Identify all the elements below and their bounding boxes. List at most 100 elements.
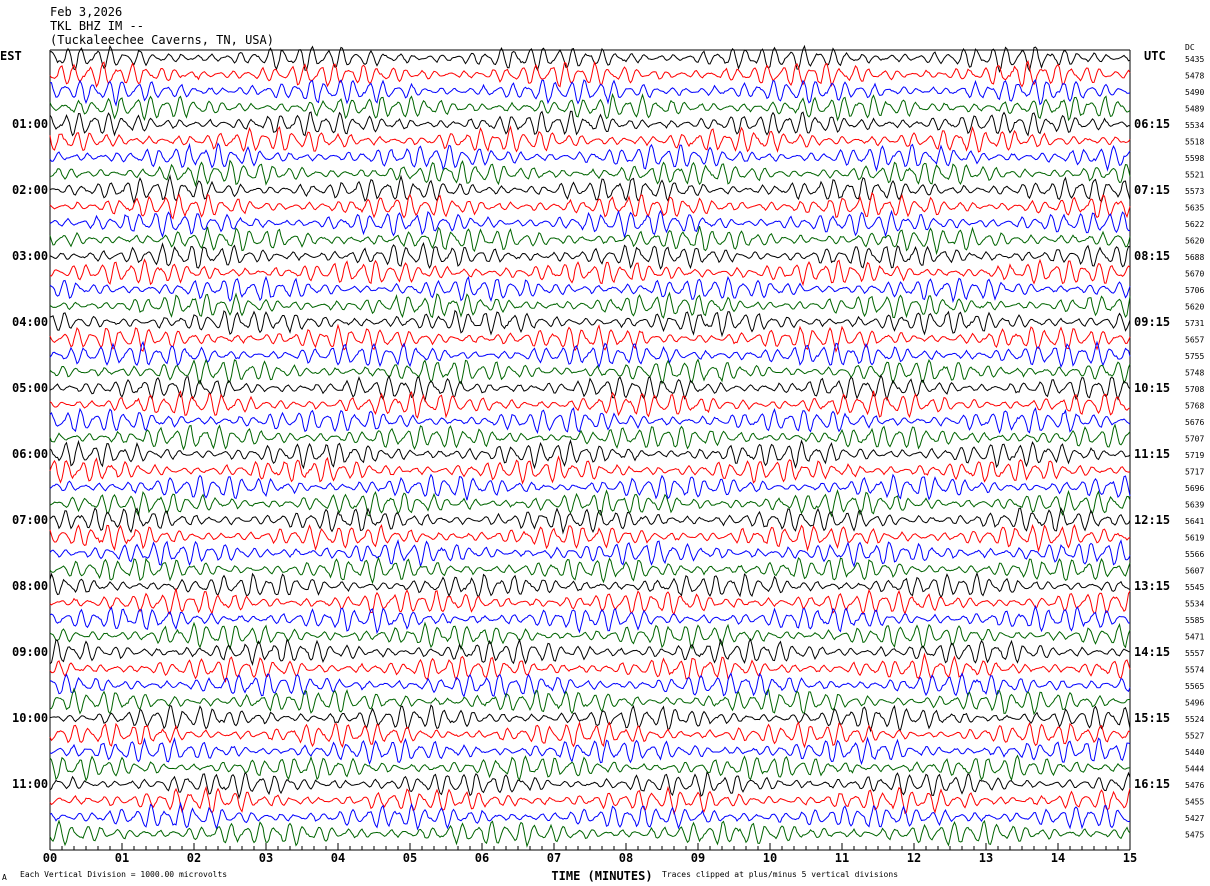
x-tick-label: 03 [259,851,273,865]
dc-value-label: 5670 [1185,270,1204,279]
dc-value-label: 5717 [1185,468,1204,477]
seismic-trace-26 [49,473,1131,501]
dc-value-label: 5622 [1185,220,1204,229]
dc-value-label: 5676 [1185,418,1204,427]
clip-note: Traces clipped at plus/minus 5 vertical … [662,870,898,879]
dc-value-label: 5639 [1185,501,1204,510]
seismic-trace-28 [49,506,1131,535]
x-tick-label: 00 [43,851,57,865]
dc-value-label: 5598 [1185,154,1204,163]
left-hour-label: 01:00 [12,117,48,131]
seismic-trace-27 [49,489,1131,518]
dc-value-label: 5641 [1185,517,1204,526]
dc-value-label: 5435 [1185,55,1204,64]
dc-value-label: 5521 [1185,171,1204,180]
dc-value-label: 5534 [1185,121,1204,130]
dc-value-label: 5696 [1185,484,1204,493]
seismic-trace-15 [49,291,1131,319]
seismic-trace-5 [49,125,1131,153]
dc-value-label: 5708 [1185,385,1204,394]
seismic-trace-22 [49,407,1131,435]
dc-value-label: 5490 [1185,88,1204,97]
dc-value-label: 5620 [1185,237,1204,246]
seismic-trace-46 [49,801,1131,831]
seismic-trace-21 [49,390,1131,419]
x-tick-label: 04 [331,851,345,865]
left-hour-label: 02:00 [12,183,48,197]
dc-value-label: 5427 [1185,814,1204,823]
seismic-trace-43 [49,754,1131,782]
dc-value-label: 5545 [1185,583,1204,592]
dc-value-label: 5478 [1185,72,1204,81]
left-hour-label: 09:00 [12,645,48,659]
x-axis-title: TIME (MINUTES) [551,869,652,883]
x-tick-label: 13 [979,851,993,865]
seismic-trace-35 [49,621,1131,651]
seismic-trace-47 [49,819,1131,848]
seismic-trace-25 [49,455,1131,485]
dc-value-label: 5619 [1185,534,1204,543]
right-hour-label: 11:15 [1134,447,1170,461]
right-timezone-label: UTC [1144,49,1166,63]
dc-value-label: 5688 [1185,253,1204,262]
dc-value-label: 5635 [1185,204,1204,213]
seismic-trace-41 [49,721,1131,749]
x-tick-label: 14 [1051,851,1065,865]
left-hour-label: 03:00 [12,249,48,263]
dc-value-label: 5455 [1185,798,1204,807]
dc-value-label: 5444 [1185,765,1204,774]
seismic-trace-33 [49,588,1131,616]
right-hour-label: 09:15 [1134,315,1170,329]
seismic-trace-7 [49,159,1131,188]
seismic-trace-44 [49,771,1131,800]
seismic-trace-38 [49,672,1131,698]
seismic-trace-8 [49,174,1131,205]
dc-value-label: 5565 [1185,682,1204,691]
dc-value-label: 5534 [1185,600,1204,609]
right-hour-label: 13:15 [1134,579,1170,593]
seismic-trace-4 [49,110,1131,137]
left-hour-label: 04:00 [12,315,48,329]
left-hour-label: 11:00 [12,777,48,791]
x-tick-label: 15 [1123,851,1137,865]
left-hour-label: 07:00 [12,513,48,527]
right-hour-label: 12:15 [1134,513,1170,527]
right-hour-label: 06:15 [1134,117,1170,131]
left-hour-label: 05:00 [12,381,48,395]
dc-value-label: 5748 [1185,369,1204,378]
seismic-trace-29 [49,523,1131,553]
title-station: TKL BHZ IM -- [50,19,144,33]
seismic-trace-14 [49,275,1131,304]
dc-value-label: 5707 [1185,435,1204,444]
right-hour-label: 07:15 [1134,183,1170,197]
dc-value-label: 5518 [1185,138,1204,147]
dc-header: DC [1185,43,1195,52]
seismic-trace-6 [49,142,1131,172]
seismic-trace-37 [49,652,1131,683]
seismic-trace-3 [49,92,1131,122]
seismic-trace-39 [49,687,1130,716]
title-date: Feb 3,2026 [50,5,123,19]
chart-title: Feb 3,2026 TKL BHZ IM -- (Tuckaleechee C… [50,5,274,47]
dc-value-label: 5731 [1185,319,1204,328]
left-hour-label: 10:00 [12,711,48,725]
dc-value-label: 5496 [1185,699,1204,708]
right-hour-label: 08:15 [1134,249,1170,263]
right-hour-label: 16:15 [1134,777,1170,791]
dc-value-label: 5573 [1185,187,1204,196]
right-hour-label: 14:15 [1134,645,1170,659]
x-tick-label: 02 [187,851,201,865]
seismic-trace-23 [49,423,1131,451]
dc-value-label: 5574 [1185,666,1204,675]
dc-value-label: 5719 [1185,451,1204,460]
dc-value-label: 5607 [1185,567,1204,576]
x-tick-label: 09 [691,851,705,865]
scale-note: Each Vertical Division = 1000.00 microvo… [20,870,227,879]
seismic-trace-10 [49,209,1131,239]
seismic-trace-16 [49,309,1131,338]
x-tick-label: 01 [115,851,129,865]
x-tick-label: 11 [835,851,849,865]
seismic-trace-13 [49,258,1131,287]
right-hour-label: 10:15 [1134,381,1170,395]
